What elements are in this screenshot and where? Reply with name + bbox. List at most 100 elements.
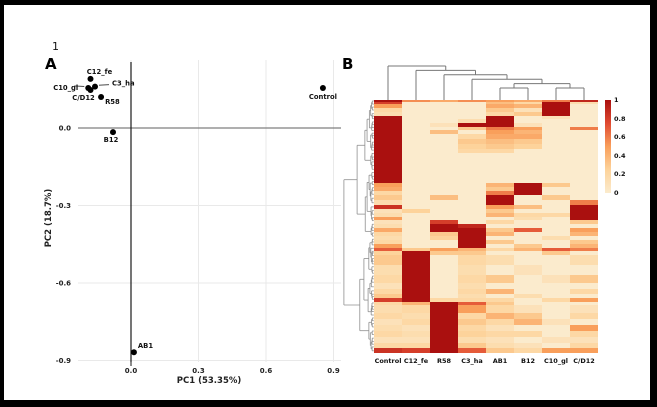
heatmap-cell: [402, 331, 430, 337]
heatmap-cell: [542, 102, 570, 104]
heatmap-cell: [374, 232, 402, 236]
heatmap-cell: [514, 213, 542, 217]
heatmap-cell: [430, 232, 458, 236]
heatmap-cell: [374, 255, 402, 265]
heatmap-cell: [430, 302, 458, 305]
heatmap-cell: [402, 348, 430, 353]
heatmap-cell: [486, 232, 514, 236]
heatmap-cell: [374, 313, 402, 319]
point-label: C12_fe: [87, 68, 113, 76]
frame-border-left: [0, 0, 4, 407]
heatmap-cell: [458, 319, 486, 325]
panel-b-label: B: [342, 55, 354, 73]
data-point: [92, 83, 98, 90]
heatmap-cell: [402, 325, 430, 331]
heatmap-cell: [374, 213, 402, 217]
y-axis-label: PC2 (18.7%): [44, 188, 54, 248]
heatmap-cell: [374, 302, 402, 305]
heatmap-cell: [570, 343, 598, 348]
heatmap-cell: [570, 255, 598, 265]
heatmap-cell: [570, 127, 598, 130]
heatmap-cell: [402, 100, 430, 102]
frame-border-top: [0, 0, 657, 5]
heatmap-cell: [374, 319, 402, 325]
heatmap-cell: [570, 205, 598, 209]
heatmap-cell: [430, 251, 458, 255]
heatmap-colorbar: [605, 100, 611, 193]
heatmap-cell: [486, 275, 514, 283]
heatmap-cell: [514, 248, 542, 251]
heatmap-cell: [402, 313, 430, 319]
heatmap-cell: [374, 325, 402, 331]
heatmap-cell: [458, 119, 486, 123]
heatmap-cell: [374, 275, 402, 283]
heatmap-cell: [458, 139, 486, 144]
data-point: [87, 87, 94, 94]
heatmap-cell: [458, 228, 486, 232]
heatmap-cell: [374, 112, 402, 116]
data-point: [87, 75, 94, 82]
heatmap-cell: [458, 275, 486, 283]
heatmap-cell: [402, 343, 430, 348]
heatmap-cell: [458, 283, 486, 289]
x-tick-label: 0.6: [260, 367, 273, 375]
y-tick-label: 0.0: [59, 125, 72, 133]
tick-labels: 0.0 0.3 0.6 0.9 0.0 -0.3 -0.6 -0.9: [56, 125, 340, 376]
heatmap-cell: [430, 236, 458, 240]
heatmap-cell: [374, 343, 402, 348]
heatmap-column-label: C12_fe: [403, 357, 429, 365]
heatmap-cell: [486, 139, 514, 144]
heatmap-cell: [374, 228, 402, 232]
heatmap-cell: [374, 116, 402, 119]
heatmap-cell: [514, 305, 542, 313]
heatmap-cell: [458, 149, 486, 153]
heatmap-column-labels: Control C12_fe R58 C3_ha AB1 B12 C10_gl C/D12: [374, 357, 598, 367]
heatmap-cell: [570, 220, 598, 224]
heatmap-cell: [430, 331, 458, 337]
heatmap-cell: [486, 102, 514, 104]
heatmap-cell: [514, 130, 542, 134]
heatmap-cell: [570, 248, 598, 251]
heatmap-cell: [486, 149, 514, 153]
heatmap-cell: [514, 112, 542, 116]
heatmap-cell: [514, 217, 542, 220]
heatmap-cell: [430, 224, 458, 228]
y-tick-label: -0.3: [56, 202, 71, 210]
heatmap-cell: [430, 123, 458, 127]
heatmap-cell: [542, 213, 570, 217]
heatmap-cell: [542, 236, 570, 240]
heatmap-cell: [374, 298, 402, 302]
heatmap-cell: [514, 294, 542, 298]
heatmap-cell: [374, 348, 402, 353]
heatmap-cell: [514, 108, 542, 112]
heatmap-cell: [402, 255, 430, 265]
heatmap-cell: [514, 205, 542, 209]
heatmap-cell: [374, 240, 402, 244]
heatmap-column-label: C3_ha: [461, 357, 483, 365]
x-axis-label: PC1 (53.35%): [176, 376, 242, 386]
heatmap-cell: [374, 183, 402, 187]
heatmap-cell: [458, 298, 486, 302]
heatmap-cell: [458, 224, 486, 228]
heatmap-cell: [570, 213, 598, 217]
heatmap-cell: [374, 191, 402, 195]
heatmap-cell: [514, 331, 542, 337]
heatmap-cell: [374, 187, 402, 191]
heatmap-cell: [514, 343, 542, 348]
heatmap-cell: [458, 289, 486, 294]
heatmap-cell: [542, 116, 570, 119]
heatmap-cell: [458, 251, 486, 255]
heatmap-cell: [458, 123, 486, 127]
heatmap-cell: [486, 325, 514, 331]
heatmap-cell: [374, 102, 402, 104]
heatmap-cell: [514, 104, 542, 108]
heatmap-cell: [486, 127, 514, 130]
heatmap-cell: [458, 127, 486, 130]
data-point: [130, 349, 137, 356]
heatmap-column-label: C10_gl: [544, 357, 568, 365]
heatmap-cell: [402, 298, 430, 302]
colorbar-tick-label: 0.6: [614, 133, 626, 142]
heatmap-cell: [514, 127, 542, 130]
heatmap-cell: [514, 102, 542, 104]
